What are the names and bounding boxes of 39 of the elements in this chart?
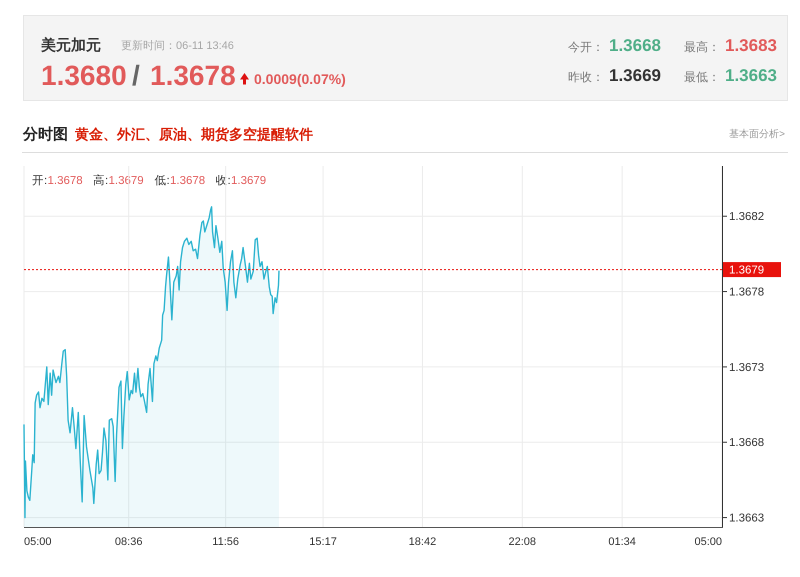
annotation: 0.0009(0.07%)	[254, 71, 346, 87]
annotation: 1.3680	[41, 60, 127, 91]
y-tick-label: 1.3668	[729, 437, 764, 450]
ref-label: 1.3679	[729, 264, 764, 277]
annotation: 1.3668	[609, 36, 661, 55]
annotation: 最低：	[684, 70, 720, 84]
y-tick-label: 1.3673	[729, 362, 764, 374]
y-tick-label: 1.3678	[729, 286, 764, 299]
annotation: 低:	[154, 175, 170, 187]
x-tick-label: 01:34	[608, 536, 636, 548]
annotation: 昨收：	[568, 70, 604, 84]
annotation: 1.3679	[108, 175, 144, 187]
annotation: /	[132, 60, 140, 91]
x-tick-label: 05:00	[24, 536, 52, 548]
annotation: 高:	[93, 175, 108, 187]
annotation: 1.3679	[231, 175, 266, 187]
annotation: 今开：	[568, 40, 604, 54]
annotation: 最高：	[684, 40, 720, 54]
annotation: 开:	[32, 175, 48, 187]
annotation: 收:	[216, 175, 231, 187]
title: 美元加元	[41, 37, 101, 54]
y-tick-label: 1.3663	[729, 512, 764, 525]
x-tick-label: 22:08	[508, 536, 536, 548]
subtitle: 更新时间：06-11 13:46	[121, 40, 234, 52]
annotation: 1.3678	[170, 175, 206, 187]
annotation: 1.3669	[609, 66, 661, 85]
y-tick-label: 1.3682	[729, 211, 764, 224]
annotation: 1.3678	[150, 60, 236, 91]
annotation: 1.3663	[725, 66, 777, 85]
x-tick-label: 05:00	[694, 536, 722, 548]
annotation: 1.3678	[48, 175, 83, 187]
x-tick-label: 08:36	[114, 536, 142, 548]
x-tick-label: 15:17	[309, 536, 337, 548]
x-tick-label: 18:42	[408, 536, 436, 548]
annotation: 1.3683	[725, 36, 777, 55]
x-tick-label: 11:56	[212, 536, 239, 548]
annotation: 黄金、外汇、原油、期货多空提醒软件	[75, 126, 313, 142]
annotation: 基本面分析>	[729, 129, 785, 140]
annotation: 分时图	[23, 126, 68, 143]
